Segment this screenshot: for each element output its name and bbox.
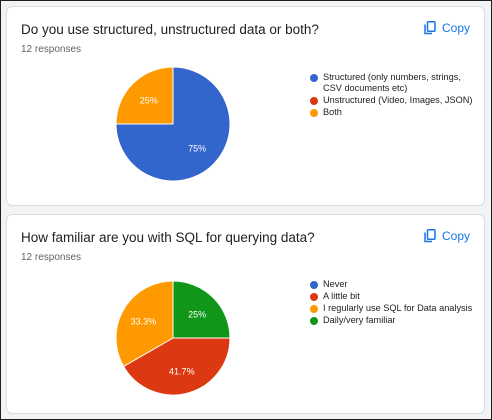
copy-label: Copy [441,229,470,243]
legend-swatch [310,96,318,105]
legend-label: Never [323,279,348,289]
slice-data-label: 41.7% [169,367,195,377]
slice-data-label: 33.3% [131,316,157,326]
copy-label: Copy [441,21,470,35]
response-count: 12 responses [21,252,82,263]
question-title: How familiar are you with SQL for queryi… [21,230,315,245]
legend-label: Both [323,107,342,117]
pie-slice[interactable] [115,66,174,125]
slice-data-label: 25% [188,309,206,319]
legend-label: Structured (only numbers, strings, CSV d… [323,72,461,93]
copy-icon [424,229,436,243]
copy-button[interactable]: Copy [424,229,470,243]
pie-slice[interactable] [115,280,174,368]
pie-slice[interactable] [122,337,231,396]
legend-label: Daily/very familiar [323,315,396,325]
legend-item[interactable]: Unstructured (Video, Images, JSON) [310,95,473,106]
pie-chart: 75% 25% [115,66,231,182]
legend-item[interactable]: Daily/very familiar [310,315,473,326]
slice-data-label: 25% [140,95,158,105]
legend-label: I regularly use SQL for Data analysis [323,303,473,313]
pie-slice[interactable] [115,66,231,182]
pie-slice[interactable] [172,280,231,339]
copy-icon [424,21,436,35]
legend-item[interactable]: Both [310,107,473,118]
legend-item[interactable]: A little bit [310,291,473,302]
legend-label: A little bit [323,291,360,301]
legend-item[interactable]: I regularly use SQL for Data analysis [310,303,473,314]
legend-swatch [310,108,318,117]
legend-swatch [310,73,318,82]
copy-button[interactable]: Copy [424,21,470,35]
response-count: 12 responses [21,44,82,55]
legend-swatch [310,304,318,313]
slice-data-label: 75% [188,144,206,154]
question-card-2: How familiar are you with SQL for queryi… [6,214,485,414]
legend-swatch [310,292,318,301]
legend-swatch [310,280,318,289]
question-card-1: Do you use structured, unstructured data… [6,6,485,206]
legend-swatch [310,316,318,325]
legend-item[interactable]: Structured (only numbers, strings, CSV d… [310,72,473,94]
pie-chart: 25% 41.7% 33.3% [115,280,231,396]
legend-item[interactable]: Never [310,279,473,290]
question-title: Do you use structured, unstructured data… [21,22,319,37]
chart-legend: Never A little bit I regularly use SQL for… [310,279,473,327]
chart-legend: Structured (only numbers, strings, CSV d… [310,72,473,119]
legend-label: Unstructured (Video, Images, JSON) [323,95,473,105]
